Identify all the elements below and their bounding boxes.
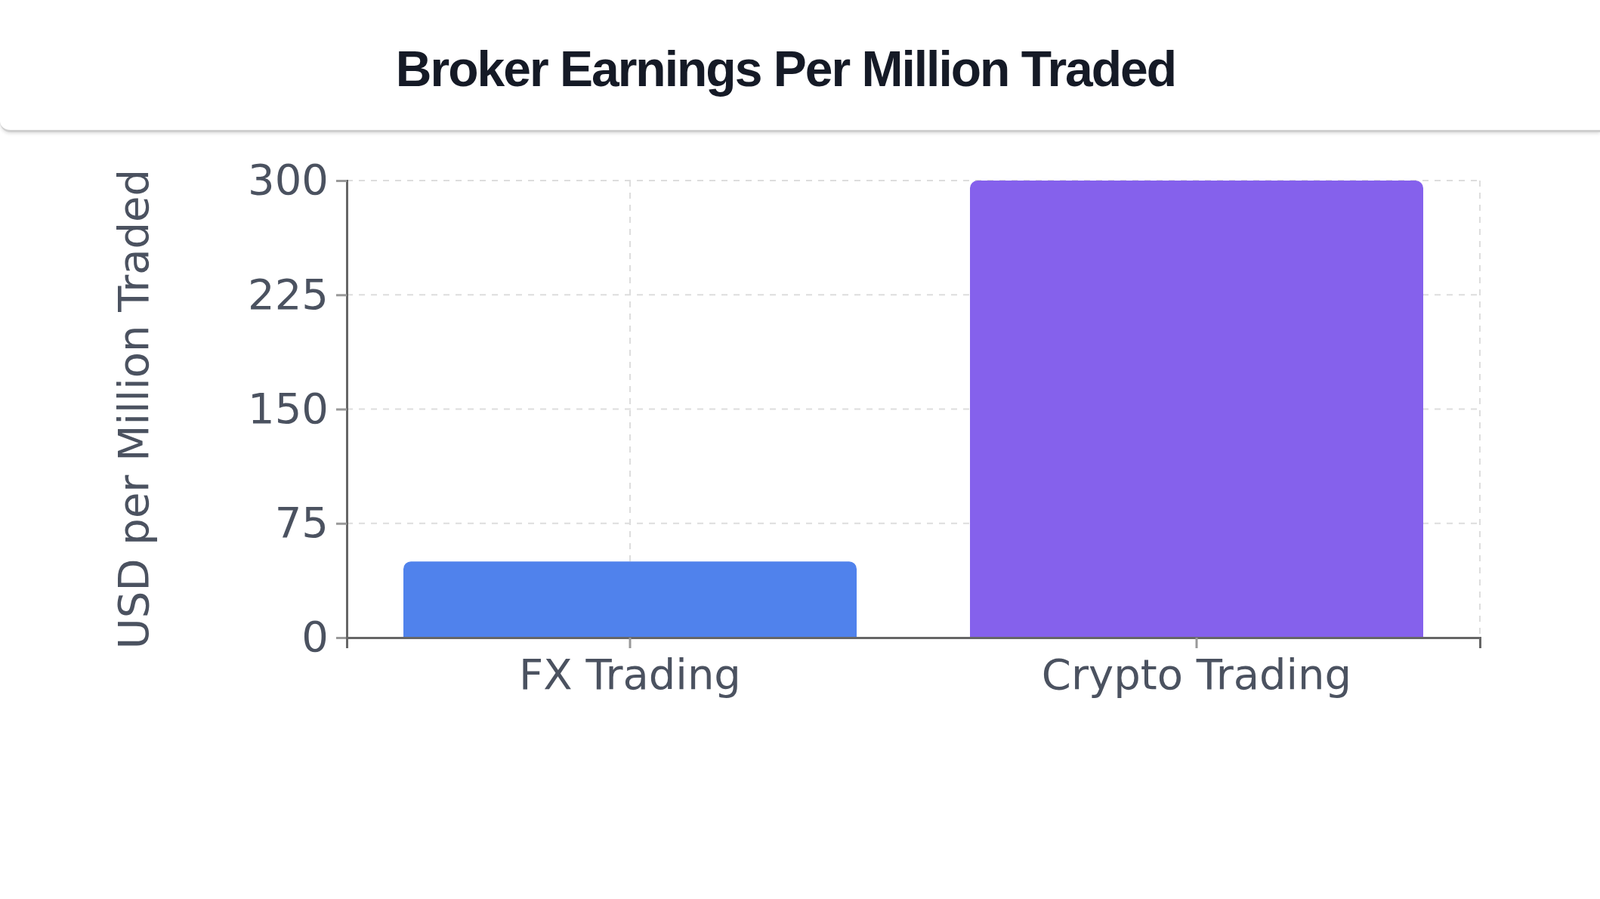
chart-title: Broker Earnings Per Million Traded [0,43,1572,94]
bars [403,180,1424,638]
tick-mark [336,522,347,526]
plot: 0 75 150 225 300 FX Trading Crypto Trading [247,154,1480,699]
axis-line [336,181,348,639]
y-axis: 0 75 150 225 300 [247,154,347,662]
tick-label: 0 [301,611,329,662]
tick: Crypto Trading [1041,637,1352,699]
tick: 225 [247,269,347,319]
tick: 300 [247,154,347,204]
axis-line [347,638,1481,649]
tick-mark [336,179,347,183]
bar-base [403,628,857,638]
header: Broker Earnings Per Million Traded [0,0,1600,133]
tick-label: 75 [274,497,329,547]
bar [969,180,1424,638]
y-axis-title: USD per Million Traded [108,169,158,649]
tick-label: Crypto Trading [1041,649,1352,699]
tick-mark [336,636,347,640]
tick: FX Trading [518,637,742,699]
chart: 0 75 150 225 300 FX Trading Crypto Trading USD … [0,0,1600,899]
tick-mark [336,408,347,411]
tick-label: 300 [247,154,329,204]
tick-label: FX Trading [518,649,742,699]
tick: 150 [247,383,347,433]
x-axis: FX Trading Crypto Trading [347,637,1481,699]
bar [403,561,857,638]
tick-mark [1195,637,1199,649]
tick-label: 225 [247,269,329,319]
tick-label: 150 [247,383,329,433]
tick: 75 [274,497,347,547]
bar-base [969,628,1424,638]
tick-mark [336,293,347,297]
plot-frame [1479,180,1481,638]
grid [346,180,1480,638]
tick-mark [629,637,632,649]
tick: 0 [301,611,347,662]
